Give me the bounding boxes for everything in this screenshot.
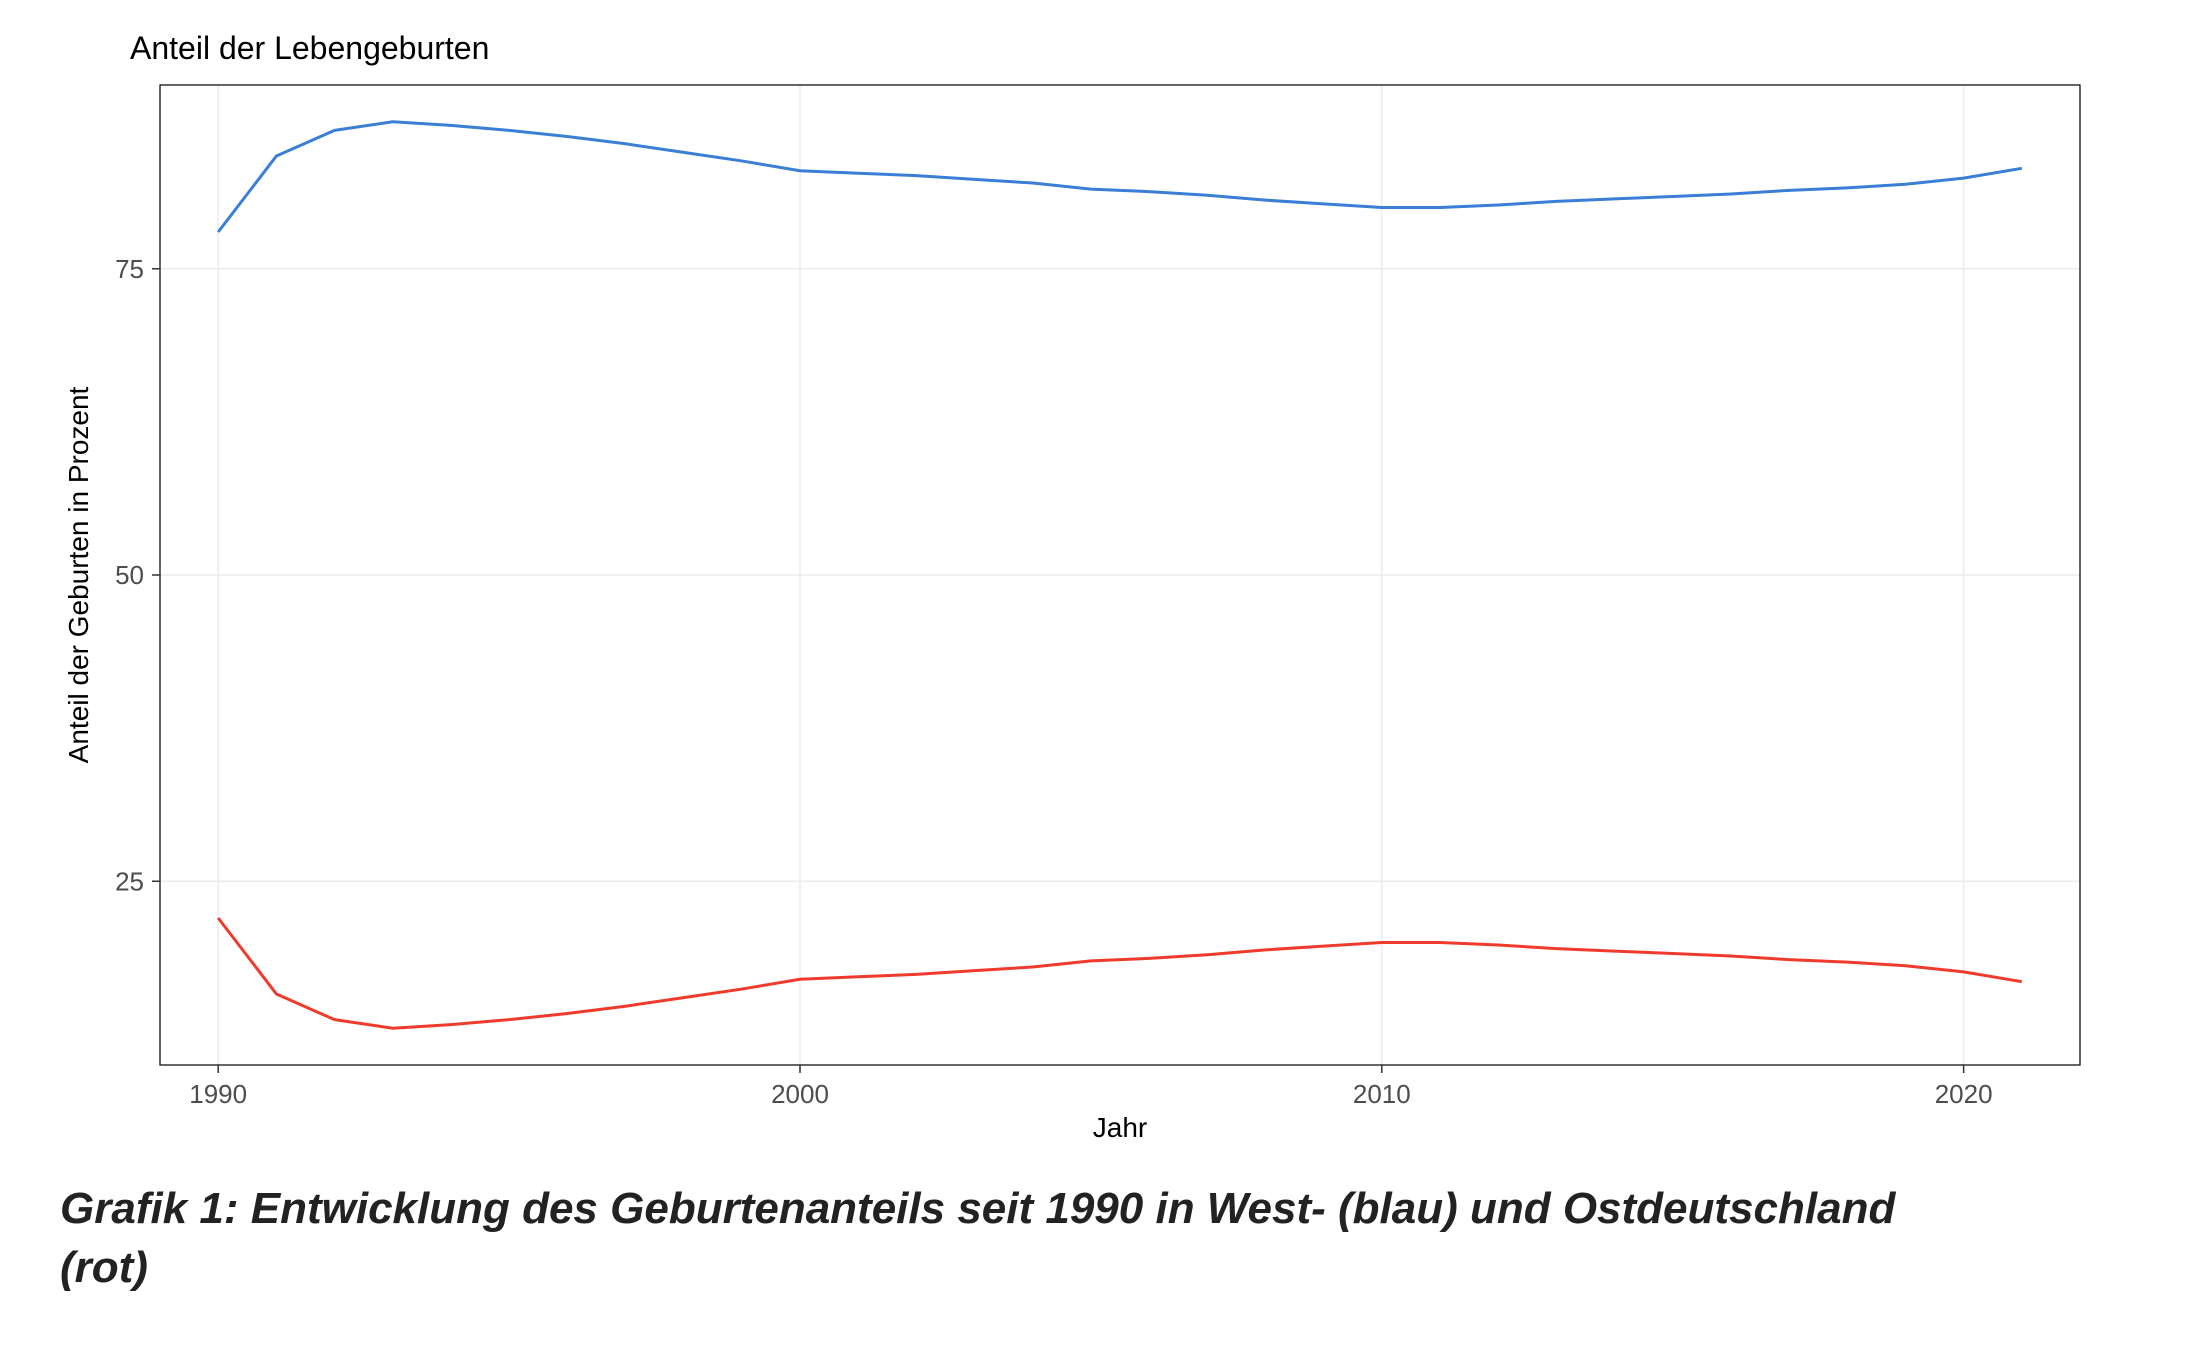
figure-wrapper: Anteil der Lebengeburten 1990 2000 2010 202… <box>0 0 2192 1366</box>
x-axis-title: Jahr <box>1093 1112 1147 1143</box>
x-tick-label: 2020 <box>1935 1079 1993 1109</box>
chart-panel: 1990 2000 2010 2020 25 50 75 Jahr Anteil der Geb… <box>60 75 2110 1155</box>
x-tick-label: 2000 <box>771 1079 829 1109</box>
y-tick-label: 25 <box>115 866 144 896</box>
y-axis-title: Anteil der Geburten in Prozent <box>63 386 94 763</box>
x-tick-label: 1990 <box>189 1079 247 1109</box>
y-tick-label: 50 <box>115 560 144 590</box>
figure-caption: Grafik 1: Entwicklung des Geburtenanteil… <box>60 1179 1960 1298</box>
line-chart-svg: 1990 2000 2010 2020 25 50 75 Jahr Anteil der Geb… <box>60 75 2110 1155</box>
x-tick-label: 2010 <box>1353 1079 1411 1109</box>
chart-title: Anteil der Lebengeburten <box>130 30 2132 67</box>
y-tick-label: 75 <box>115 254 144 284</box>
